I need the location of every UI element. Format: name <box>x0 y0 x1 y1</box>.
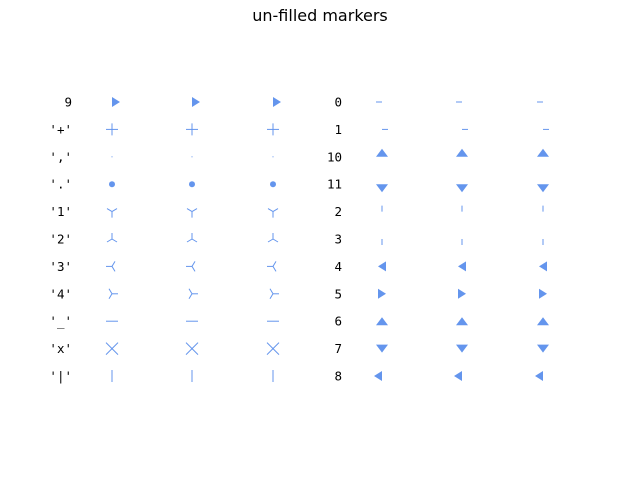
caretright-marker-icon <box>378 288 386 299</box>
marker-label: '4' <box>49 286 72 301</box>
caretdown-marker-icon <box>537 344 549 353</box>
marker-label: 11 <box>327 177 342 192</box>
caretdown-base-marker-icon <box>376 184 388 193</box>
caretdown-base-marker-icon <box>456 184 468 193</box>
marker-label: 1 <box>334 122 342 137</box>
tri-right-marker-icon <box>108 288 118 300</box>
caretup-base-marker-icon <box>456 148 468 157</box>
plus-marker-icon <box>106 123 118 136</box>
pixel-marker-icon <box>111 156 113 158</box>
marker-label: 4 <box>334 259 342 274</box>
tri-down-marker-icon <box>186 208 198 218</box>
tri-down-marker-icon <box>106 208 118 218</box>
caretright-marker-icon <box>458 288 466 299</box>
point-marker-icon <box>270 181 276 188</box>
left-marker-panel: 9 '+' ',' '.' '1' '2' '3' '4' '_' 'x' '|' <box>49 95 281 384</box>
caretleft-base-marker-icon <box>374 371 382 381</box>
marker-label: '2' <box>49 232 72 247</box>
marker-label: 5 <box>334 286 342 301</box>
marker-label: '|' <box>49 369 72 384</box>
marker-label: 10 <box>327 149 342 164</box>
caretup-base-marker-icon <box>537 148 549 157</box>
marker-label: 9 <box>64 95 72 110</box>
caretleft-marker-icon <box>539 261 547 272</box>
caretleft-base-marker-icon <box>454 371 462 381</box>
marker-label: 7 <box>334 341 342 356</box>
caretleft-marker-icon <box>378 261 386 272</box>
marker-label: 'x' <box>49 341 72 356</box>
marker-label: '_' <box>49 314 72 329</box>
tri-up-marker-icon <box>267 233 279 243</box>
marker-label: '1' <box>49 204 72 219</box>
caretup-marker-icon <box>537 317 549 326</box>
tri-right-marker-icon <box>269 288 279 300</box>
plus-marker-icon <box>267 123 279 136</box>
caretdown-marker-icon <box>456 344 468 353</box>
caretup-marker-icon <box>376 317 388 326</box>
caretleft-marker-icon <box>458 261 466 272</box>
pixel-marker-icon <box>191 156 193 158</box>
x-marker-icon <box>185 342 199 355</box>
x-marker-icon <box>105 342 119 355</box>
tri-up-marker-icon <box>186 233 198 243</box>
caretleft-base-marker-icon <box>535 371 543 381</box>
right-marker-panel: 0 1 10 11 2 3 4 5 6 7 8 <box>327 95 549 384</box>
tri-left-marker-icon <box>267 261 277 272</box>
marker-label: '+' <box>49 122 72 137</box>
point-marker-icon <box>189 181 195 188</box>
x-marker-icon <box>266 342 280 355</box>
figure-title: un-filled markers <box>252 6 388 25</box>
caretright-base-marker-icon <box>273 97 281 107</box>
marker-label: ',' <box>49 149 72 164</box>
marker-label: 8 <box>334 369 342 384</box>
tri-down-marker-icon <box>267 208 279 218</box>
tri-up-marker-icon <box>106 233 118 243</box>
caretright-base-marker-icon <box>112 97 120 107</box>
point-marker-icon <box>109 181 115 188</box>
pixel-marker-icon <box>272 156 274 158</box>
marker-label: 6 <box>334 314 342 329</box>
marker-label: '.' <box>49 177 72 192</box>
caretright-marker-icon <box>539 288 547 299</box>
caretup-base-marker-icon <box>376 148 388 157</box>
tri-left-marker-icon <box>106 261 116 272</box>
tri-left-marker-icon <box>186 261 196 272</box>
caretdown-marker-icon <box>376 344 388 353</box>
tri-right-marker-icon <box>188 288 198 300</box>
plus-marker-icon <box>186 123 198 136</box>
marker-label: 3 <box>334 232 342 247</box>
marker-label: '3' <box>49 259 72 274</box>
caretdown-base-marker-icon <box>537 184 549 193</box>
caretright-base-marker-icon <box>192 97 200 107</box>
caretup-marker-icon <box>456 317 468 326</box>
marker-label: 2 <box>334 204 342 219</box>
marker-label: 0 <box>334 95 342 110</box>
